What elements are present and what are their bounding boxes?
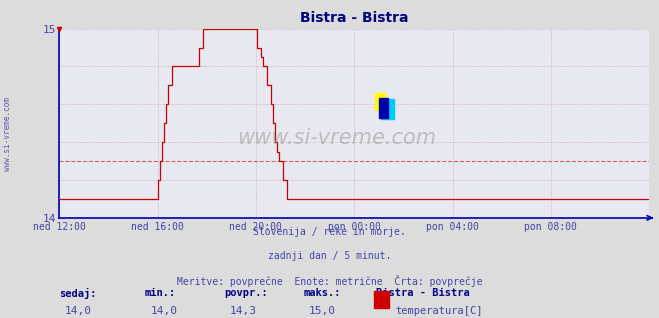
Text: 14,3: 14,3	[229, 306, 256, 316]
Text: sedaj:: sedaj:	[59, 288, 97, 299]
Text: www.si-vreme.com: www.si-vreme.com	[3, 97, 13, 170]
Text: maks.:: maks.:	[303, 288, 341, 298]
Text: Meritve: povprečne  Enote: metrične  Črta: povprečje: Meritve: povprečne Enote: metrične Črta:…	[177, 275, 482, 287]
Bar	[380, 99, 393, 120]
Text: 14,0: 14,0	[65, 306, 92, 316]
Text: 14,0: 14,0	[150, 306, 177, 316]
Title: Bistra - Bistra: Bistra - Bistra	[300, 11, 409, 25]
Bar	[375, 93, 386, 110]
Text: temperatura[C]: temperatura[C]	[395, 306, 483, 316]
Bar	[379, 98, 388, 118]
Text: min.:: min.:	[145, 288, 176, 298]
Text: www.si-vreme.com: www.si-vreme.com	[237, 128, 436, 149]
Text: povpr.:: povpr.:	[224, 288, 268, 298]
Text: zadnji dan / 5 minut.: zadnji dan / 5 minut.	[268, 251, 391, 261]
Text: 15,0: 15,0	[308, 306, 335, 316]
Text: Bistra - Bistra: Bistra - Bistra	[376, 288, 469, 298]
Text: Slovenija / reke in morje.: Slovenija / reke in morje.	[253, 227, 406, 237]
